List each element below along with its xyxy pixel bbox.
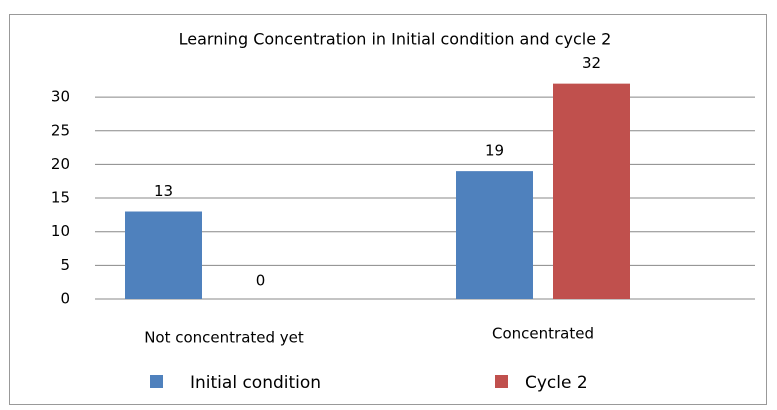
y-tick-label: 15 (51, 189, 70, 207)
y-tick-label: 25 (51, 121, 70, 139)
x-tick-label: Not concentrated yet (144, 329, 304, 347)
chart-title: Learning Concentration in Initial condit… (179, 30, 612, 49)
legend-label: Initial condition (190, 373, 321, 393)
bar (125, 211, 202, 299)
y-tick-label: 10 (51, 222, 70, 240)
x-tick-label: Concentrated (492, 325, 594, 343)
data-label: 19 (485, 142, 504, 160)
bar (456, 171, 533, 299)
y-tick-label: 5 (60, 256, 70, 274)
y-tick-label: 20 (51, 155, 70, 173)
data-label: 32 (582, 54, 601, 72)
data-label: 13 (154, 182, 173, 200)
y-tick-label: 30 (51, 88, 70, 106)
legend-swatch (150, 375, 163, 388)
bar (553, 83, 630, 299)
legend-swatch (495, 375, 508, 388)
legend-label: Cycle 2 (525, 373, 588, 393)
data-label: 0 (256, 272, 266, 290)
y-tick-label: 0 (60, 290, 70, 308)
chart-border (9, 14, 767, 405)
